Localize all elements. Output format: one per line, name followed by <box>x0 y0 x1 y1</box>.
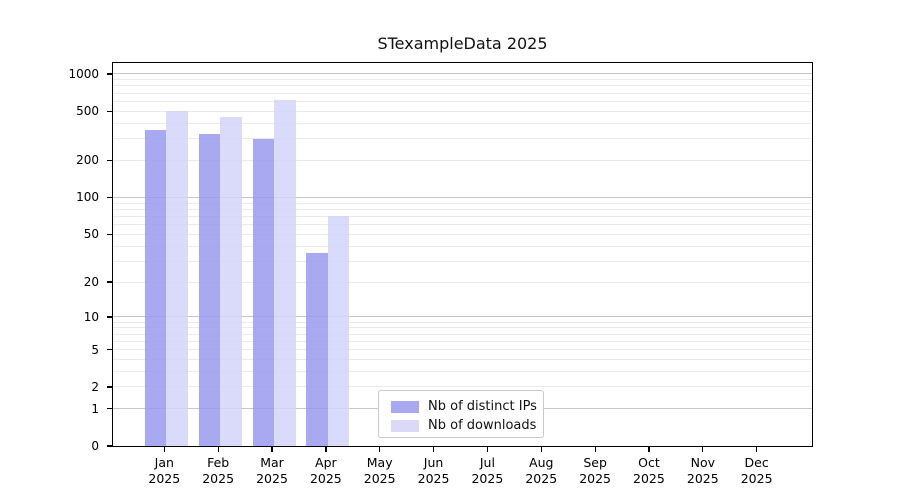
x-tick-label-mar: Mar 2025 <box>256 455 288 486</box>
y-tick-mark-10 <box>107 316 113 318</box>
gridline-y-1000 <box>113 73 812 75</box>
bar-distinct-ips-feb <box>198 133 221 446</box>
x-tick-mark-jun <box>432 447 435 452</box>
y-tick-mark-20 <box>107 281 113 283</box>
x-tick-label-jun: Jun 2025 <box>417 455 450 486</box>
bar-downloads-feb <box>220 116 242 446</box>
x-tick-label-dec: Dec 2025 <box>740 455 773 486</box>
y-tick-label-2: 2 <box>91 379 99 394</box>
gridline-y-7 <box>113 333 812 335</box>
x-tick-mark-may <box>379 447 381 452</box>
y-tick-label-200: 200 <box>76 153 99 168</box>
gridline-y-8 <box>113 327 812 329</box>
gridline-y-800 <box>113 85 812 87</box>
bar-distinct-ips-apr <box>306 253 328 446</box>
bar-distinct-ips-jan <box>144 130 167 446</box>
gridline-y-60 <box>113 224 812 226</box>
bar-distinct-ips-mar <box>252 138 274 446</box>
legend-item-distinct-ips: Nb of distinct IPs <box>391 398 543 415</box>
x-tick-label-may: May 2025 <box>363 455 396 486</box>
gridline-y-4 <box>113 358 812 360</box>
gridline-y-600 <box>113 100 812 102</box>
x-tick-mark-sep <box>594 447 596 452</box>
y-tick-label-5: 5 <box>91 342 99 357</box>
y-tick-label-1: 1 <box>91 401 99 416</box>
x-tick-mark-mar <box>271 447 273 452</box>
y-tick-mark-100 <box>107 196 113 199</box>
y-tick-mark-200 <box>107 159 113 162</box>
y-tick-mark-0 <box>107 445 113 447</box>
x-tick-label-jul: Jul 2025 <box>471 455 504 486</box>
gridline-y-40 <box>113 245 812 247</box>
legend-swatch-distinct-ips-icon <box>391 400 419 413</box>
gridline-y-80 <box>113 208 812 210</box>
y-tick-label-10: 10 <box>83 309 99 324</box>
gridline-y-2 <box>113 386 812 388</box>
legend: Nb of distinct IPs Nb of downloads <box>378 390 544 438</box>
x-tick-mark-dec <box>756 447 758 452</box>
gridline-y-900 <box>113 79 812 81</box>
bar-downloads-jan <box>166 111 188 446</box>
gridline-y-50 <box>113 233 812 235</box>
x-tick-label-nov: Nov 2025 <box>686 455 719 486</box>
x-tick-label-aug: Aug 2025 <box>525 455 558 486</box>
gridline-y-20 <box>113 281 812 283</box>
gridline-y-200 <box>113 159 812 161</box>
gridline-y-9 <box>113 321 812 323</box>
y-tick-label-50: 50 <box>83 227 99 242</box>
y-tick-mark-5 <box>107 348 113 351</box>
gridline-y-70 <box>113 215 812 217</box>
y-tick-label-20: 20 <box>83 275 99 290</box>
gridline-y-3 <box>113 370 812 372</box>
y-tick-label-1000: 1000 <box>68 66 99 81</box>
x-tick-mark-jul <box>486 447 489 452</box>
gridline-y-10 <box>113 316 812 318</box>
y-tick-mark-500 <box>107 110 113 112</box>
x-tick-mark-nov <box>702 447 704 452</box>
x-tick-mark-feb <box>217 447 219 452</box>
x-tick-mark-aug <box>540 447 542 452</box>
gridline-y-400 <box>113 122 812 124</box>
gridline-y-300 <box>113 138 812 140</box>
y-tick-mark-1000 <box>107 73 113 75</box>
x-tick-mark-oct <box>648 447 650 452</box>
y-tick-mark-1 <box>107 408 113 410</box>
gridline-y-100 <box>113 196 812 198</box>
y-tick-mark-2 <box>107 386 113 388</box>
gridline-y-30 <box>113 260 812 262</box>
y-tick-label-0: 0 <box>91 439 99 453</box>
y-tick-label-500: 500 <box>76 104 99 119</box>
bar-downloads-mar <box>274 99 296 446</box>
legend-label-downloads: Nb of downloads <box>428 418 537 433</box>
x-tick-label-oct: Oct 2025 <box>633 455 665 486</box>
x-tick-mark-apr <box>325 447 327 452</box>
x-tick-mark-jan <box>163 447 165 452</box>
gridline-y-90 <box>113 202 812 204</box>
legend-swatch-downloads-icon <box>391 419 419 432</box>
chart-title: STexampleData 2025 <box>377 34 548 53</box>
y-tick-mark-50 <box>107 233 113 235</box>
gridline-y-500 <box>113 110 812 112</box>
x-tick-label-feb: Feb 2025 <box>202 455 235 486</box>
x-tick-label-apr: Apr 2025 <box>309 455 342 486</box>
y-tick-label-100: 100 <box>76 190 99 205</box>
x-tick-label-sep: Sep 2025 <box>579 455 611 486</box>
bar-downloads-apr <box>327 216 350 446</box>
legend-label-distinct-ips: Nb of distinct IPs <box>428 399 537 414</box>
legend-item-downloads: Nb of downloads <box>391 417 543 434</box>
gridline-y-5 <box>113 349 812 350</box>
x-tick-label-jan: Jan 2025 <box>148 455 181 486</box>
gridline-y-6 <box>113 340 812 342</box>
gridline-y-700 <box>113 92 812 94</box>
